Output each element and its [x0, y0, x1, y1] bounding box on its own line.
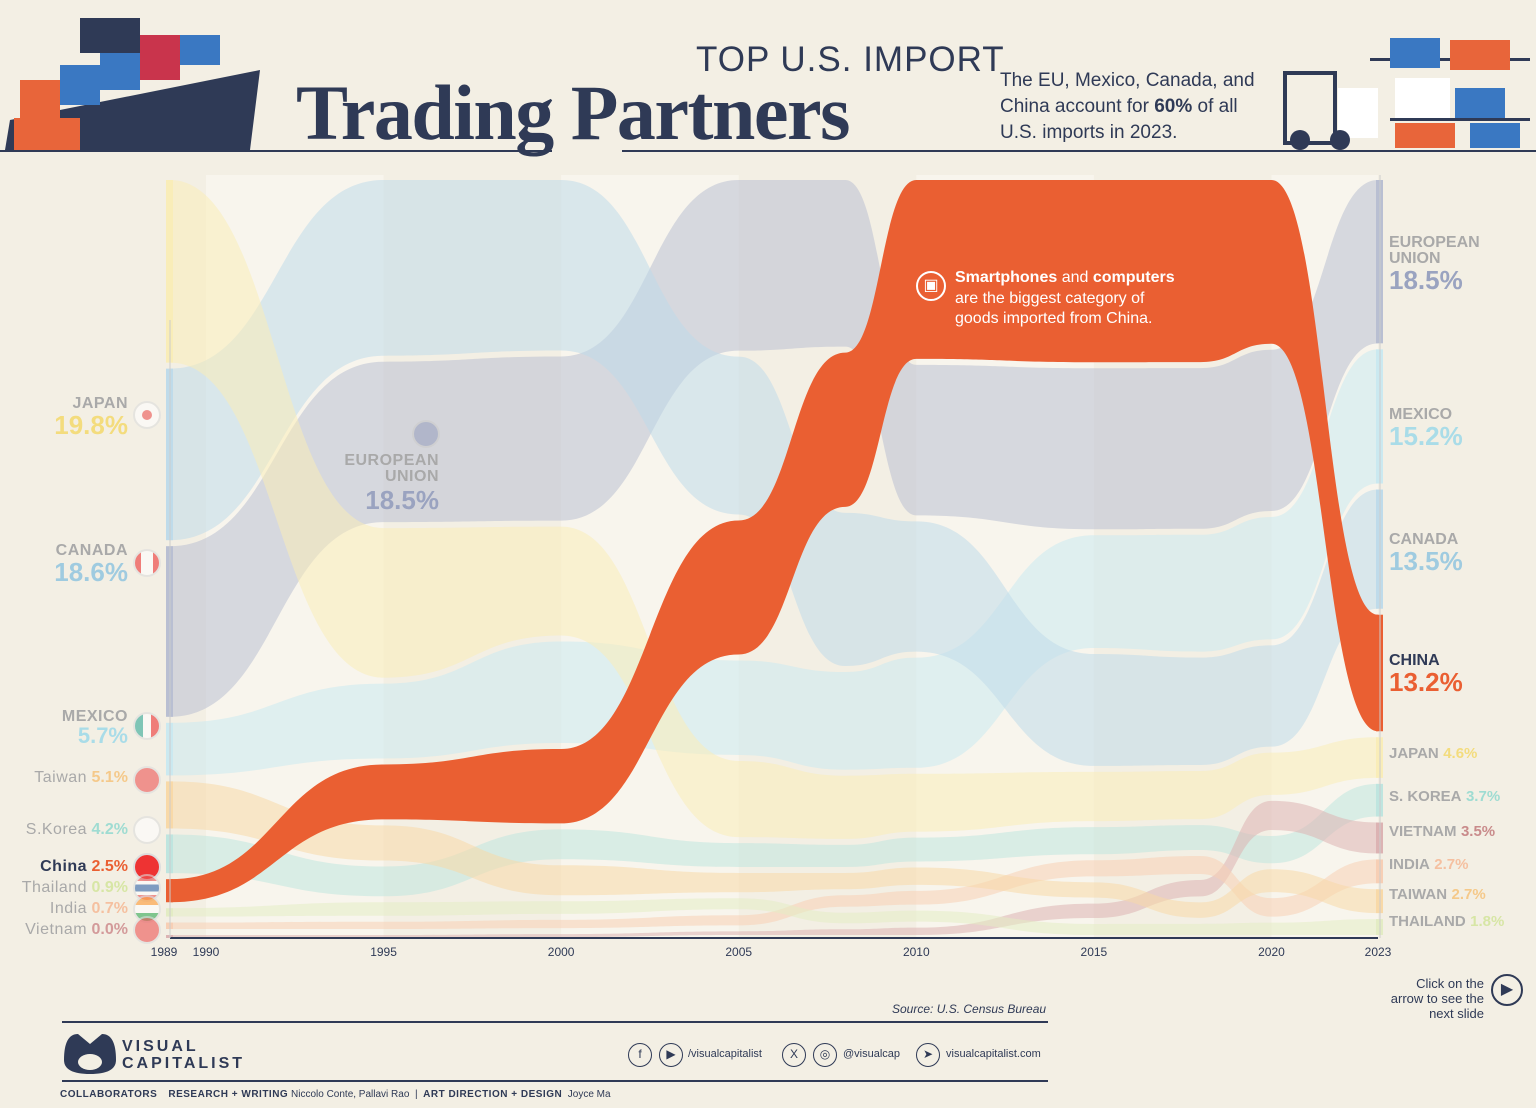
left-label-taiwan: Taiwan 5.1%	[34, 769, 128, 786]
youtube-icon[interactable]: ▶	[659, 1043, 683, 1067]
band-canada	[170, 180, 1378, 766]
x-tick-label: 1995	[370, 945, 397, 959]
band-india	[170, 856, 1378, 929]
facebook-icon[interactable]: f	[628, 1043, 652, 1067]
instagram-icon[interactable]: ◎	[813, 1043, 837, 1067]
right-label-taiwan: TAIWAN 2.7%	[1389, 886, 1486, 903]
cargo-ship-illustration	[5, 18, 260, 152]
left-label-india: India 0.7%	[49, 900, 128, 917]
band-taiwan	[170, 781, 1378, 918]
right-label-skorea: S. KOREA 3.7%	[1389, 788, 1501, 805]
next-slide-button[interactable]: ▶	[1491, 974, 1523, 1006]
footer-divider	[62, 1021, 1048, 1023]
left-label-mexico: MEXICO 5.7%	[61, 708, 128, 748]
source-note: Source: U.S. Census Bureau	[892, 1002, 1047, 1016]
mexico-flag-icon	[133, 712, 161, 740]
social-handle-visualcap[interactable]: @visualcap	[843, 1048, 901, 1060]
vietnam-flag-icon	[133, 916, 161, 944]
left-label-china: China 2.5%	[40, 858, 128, 875]
band-japan	[170, 180, 1378, 839]
header-divider	[0, 150, 552, 152]
left-label-japan: JAPAN 19.8%	[54, 395, 128, 440]
social-handle-visualcapitalist[interactable]: /visualcapitalist	[688, 1048, 762, 1060]
x-icon[interactable]: X	[782, 1043, 806, 1067]
right-label-japan: JAPAN 4.6%	[1389, 745, 1478, 762]
left-label-vietnam: Vietnam 0.0%	[25, 921, 128, 938]
right-label-india: INDIA 2.7%	[1389, 856, 1469, 873]
left-label-skorea: S.Korea 4.2%	[25, 821, 128, 838]
chip-icon: ▣	[916, 271, 946, 301]
subtitle: The EU, Mexico, Canada, and China accoun…	[1000, 70, 1255, 143]
right-label-canada: CANADA 13.5%	[1389, 531, 1463, 576]
x-tick-label: 2015	[1080, 945, 1108, 959]
band-china	[170, 180, 1378, 903]
title-top-line: TOP U.S. IMPORT	[696, 40, 1005, 79]
taiwan-flag-icon	[133, 766, 161, 794]
x-tick-label: 2020	[1258, 945, 1285, 959]
band-thailand	[170, 898, 1378, 935]
x-tick-label: 1990	[192, 945, 220, 959]
x-tick-label: 2005	[725, 945, 753, 959]
next-slide-hint: Click on the arrow to see the next slide	[1390, 976, 1484, 1021]
header-divider	[622, 150, 1536, 152]
cursor-icon[interactable]: ➤	[916, 1043, 940, 1067]
right-label-thailand: THAILAND 1.8%	[1389, 913, 1505, 930]
right-label-vietnam: VIETNAM 3.5%	[1389, 823, 1496, 840]
left-label-canada: CANADA 18.6%	[54, 542, 128, 587]
visual-capitalist-logo-icon	[64, 1034, 116, 1074]
right-label-mexico: MEXICO 15.2%	[1389, 406, 1463, 451]
left-label-eu: EUROPEAN UNION 18.5%	[344, 452, 439, 515]
left-label-thailand: Thailand 0.9%	[21, 879, 128, 896]
right-label-eu: EUROPEAN UNION 18.5%	[1389, 234, 1480, 295]
logo-text: VISUAL CAPITALIST	[122, 1038, 246, 1072]
collaborators: COLLABORATORS RESEARCH + WRITING Niccolo…	[60, 1089, 611, 1100]
band-european-union	[170, 180, 1378, 717]
eu-flag-icon	[412, 420, 440, 448]
right-label-china: CHINA 13.2%	[1389, 652, 1463, 697]
canada-flag-icon	[133, 549, 161, 577]
x-tick-label: 1989	[150, 945, 178, 959]
footer-divider	[62, 1080, 1048, 1082]
website-link[interactable]: visualcapitalist.com	[946, 1048, 1041, 1060]
x-tick-label: 2010	[902, 945, 930, 959]
band-vietnam	[170, 800, 1378, 938]
end-marker-japan	[166, 180, 173, 363]
forklift-illustration	[1283, 38, 1530, 150]
skorea-flag-icon	[133, 816, 161, 844]
band-mexico	[170, 349, 1378, 776]
china-annotation: Smartphones and computers are the bigges…	[955, 269, 1175, 327]
page-title: Trading Partners	[296, 69, 851, 156]
x-tick-label: 2000	[547, 945, 575, 959]
x-tick-label: 2023	[1364, 945, 1392, 959]
japan-flag-icon	[133, 401, 161, 429]
